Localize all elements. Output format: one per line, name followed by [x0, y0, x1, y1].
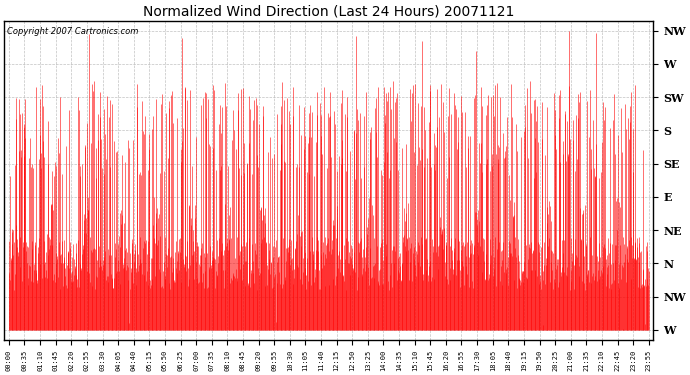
Title: Normalized Wind Direction (Last 24 Hours) 20071121: Normalized Wind Direction (Last 24 Hours…	[143, 4, 515, 18]
Text: Copyright 2007 Cartronics.com: Copyright 2007 Cartronics.com	[8, 27, 139, 36]
